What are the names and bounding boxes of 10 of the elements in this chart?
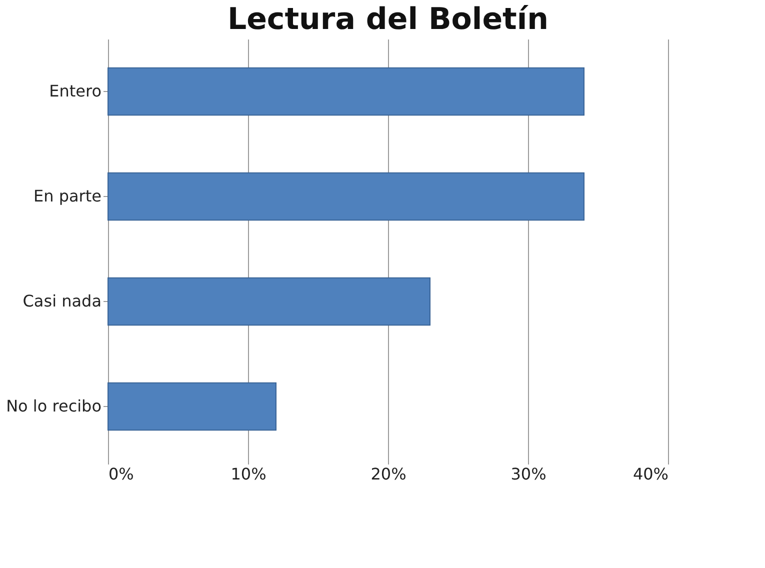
y-tick-label: En parte [34, 186, 102, 206]
x-tick-label: 20% [370, 464, 406, 484]
x-tick-label: 10% [230, 464, 266, 484]
x-tick-label: 30% [510, 464, 546, 484]
y-tick-label: Entero [49, 82, 102, 100]
y-tick-label: No lo recibo [6, 396, 102, 416]
x-tick-label: 40% [632, 464, 668, 484]
x-tick-label: 0% [108, 464, 134, 484]
y-tick-label: Casi nada [22, 292, 102, 310]
chart-title: Lectura del Boletín [227, 2, 549, 37]
